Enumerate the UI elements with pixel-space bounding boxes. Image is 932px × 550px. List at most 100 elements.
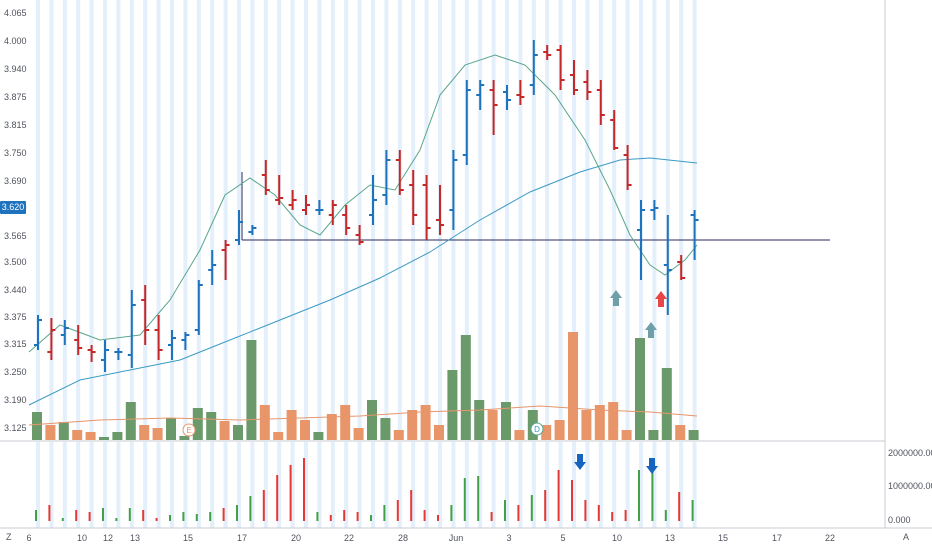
session-stripe [357,0,362,440]
session-stripe [451,442,456,528]
session-stripe [103,0,107,440]
date-tick-label: 3 [506,533,511,543]
session-stripe [89,442,94,528]
indicator-bar [584,500,587,521]
session-stripe [196,0,201,440]
ohlc-bar [315,200,324,215]
indicator-bar [450,505,453,521]
up-arrow-teal-1 [610,290,622,306]
session-stripe [196,442,201,528]
dividend-marker[interactable]: D [530,422,544,436]
up-arrow-red [655,291,667,307]
ohlc-bar [409,170,418,225]
indicator-bar [490,512,493,521]
indicator-bar [463,478,466,521]
time-axis[interactable]: 6 10 12 13 15 17 20 22 28 Jun 3 5 10 13 15 17 22 [26,533,835,543]
ohlc-bar [663,215,672,315]
ohlc-bar [141,285,150,345]
session-stripe [518,442,523,528]
ohlc-bar [489,80,498,135]
indicator-bar [222,508,225,521]
session-stripe [143,442,148,528]
ohlc-bar [516,80,525,105]
price-axis[interactable]: 4.0654.0003.9403.8753.8153.7503.6903.620… [4,8,27,433]
session-stripe [438,442,442,528]
session-stripe [424,442,429,528]
session-stripe [129,442,134,528]
volume-bar [648,430,659,440]
earnings-marker[interactable]: E [182,423,196,437]
timezone-button[interactable]: Z [6,532,12,542]
ohlc-bar [476,80,485,110]
volume-bar [99,437,109,440]
ohlc-bar [436,185,444,235]
session-stripe [625,442,630,528]
session-stripe [170,442,174,528]
ohlc-bar [556,45,565,90]
volume-bar [219,421,230,440]
price-tick-label: 4.000 [4,36,27,46]
indicator-bar [530,495,533,521]
ohlc-bar [221,240,230,280]
session-stripe [464,442,469,528]
date-tick-label: 10 [77,533,87,543]
volume-bar [340,405,351,440]
volume-bar [460,335,471,440]
session-stripe [304,442,308,528]
indicator-bar [75,510,78,521]
volume-bar [45,425,56,440]
volume-bar [273,432,284,440]
session-stripe [679,0,684,440]
indicator-bar [88,512,91,521]
volume-bar [541,425,552,440]
volume-bar [420,405,431,440]
indicator-bar [48,505,51,521]
indicator-bar [249,496,252,521]
volume-bar [568,332,578,440]
indicator-bar [370,515,372,521]
date-tick-label: 20 [291,533,301,543]
volume-tick-label: 0.000 [888,515,911,525]
indicator-bar [236,505,238,521]
session-stripe [612,442,617,528]
ohlc-bar [328,200,337,225]
indicator-bar [544,490,547,521]
session-stripe [518,0,523,440]
session-stripe [277,0,282,440]
session-stripe [183,442,188,528]
ohlc-bar [208,250,217,285]
volume-bars [32,332,699,440]
ohlc-bar [543,45,552,60]
volume-bar [380,418,391,440]
session-stripe [116,442,121,528]
indicator-bar [316,512,319,521]
indicator-bar [624,510,627,521]
session-stripe [464,0,469,440]
session-stripe [371,442,375,528]
indicator-bar [423,510,426,521]
indicator-bar [128,508,131,521]
session-stripe [411,442,416,528]
ohlc-bar [194,280,203,335]
indicator-bar [651,460,654,521]
session-stripe [143,0,148,440]
ohlc-bar [503,85,511,110]
price-tick-label: 3.190 [4,395,27,405]
ohlc-bar [154,315,163,360]
auto-scale-button[interactable]: A [903,532,910,542]
indicator-bar [664,510,667,521]
session-stripe [585,0,590,440]
ohlc-bar [395,150,404,195]
fast-moving-average [28,54,698,353]
volume-axis[interactable]: 2000000.000 1000000.000 0.000 [888,448,932,525]
indicator-bar [209,512,212,521]
session-stripe [156,0,161,440]
indicator-bar [303,458,305,521]
session-stripe [639,442,643,528]
ohlc-bar [181,332,190,350]
ohlc-bar [369,175,377,225]
session-stripe [625,0,630,440]
volume-bar [246,340,257,440]
indicator-bar [61,518,64,521]
